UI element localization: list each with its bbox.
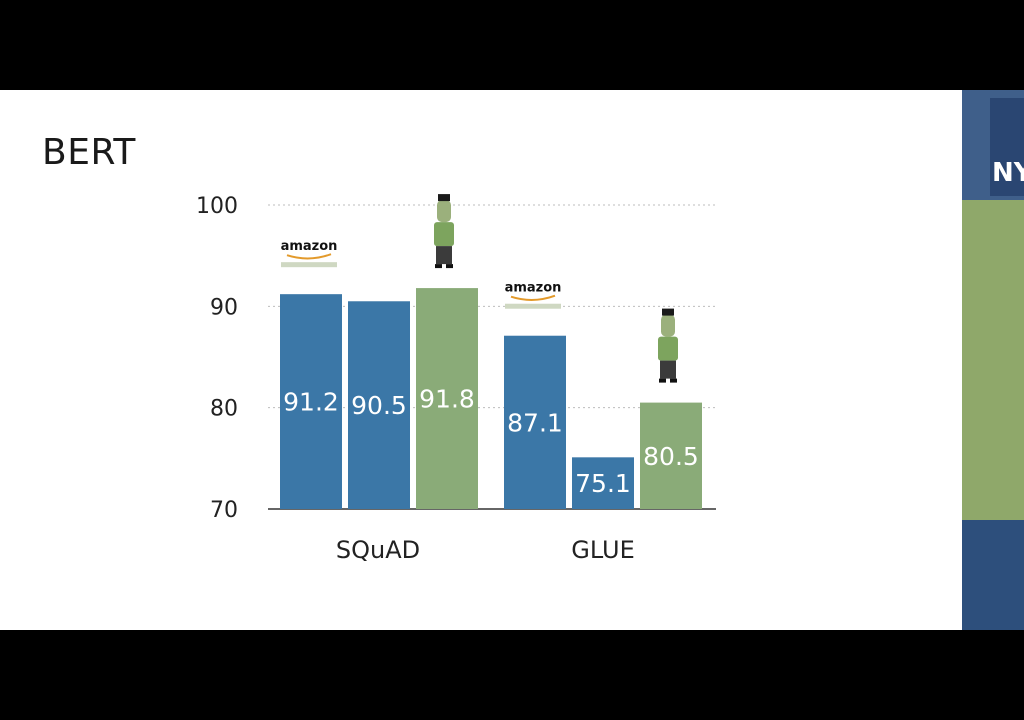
slide-background <box>0 90 962 630</box>
bar <box>416 288 478 509</box>
x-category-label: GLUE <box>571 536 635 564</box>
data-label: 91.8 <box>419 385 475 414</box>
bert-head-icon <box>661 314 675 337</box>
data-label: 87.1 <box>507 408 563 437</box>
speaker-video-frame <box>962 200 1024 520</box>
x-axis-categories: SQuAD GLUE <box>336 536 635 564</box>
bars <box>280 288 702 509</box>
bert-hair-icon <box>662 308 674 316</box>
amazon-smile-icon <box>510 294 556 301</box>
bert-shoe-icon <box>446 264 453 269</box>
bert-character-icon <box>434 194 454 269</box>
bert-shoe-icon <box>435 264 442 269</box>
bert-body-icon <box>434 222 454 247</box>
data-labels: 91.2 90.5 91.8 87.1 75.1 80.5 <box>283 385 699 499</box>
bert-head-icon <box>437 200 451 223</box>
y-tick-label: 90 <box>210 295 238 320</box>
amazon-logo-icon: amazon <box>505 281 562 309</box>
data-label: 90.5 <box>351 391 407 420</box>
bert-legs-icon <box>660 360 676 379</box>
bert-body-icon <box>658 336 678 361</box>
x-category-label: SQuAD <box>336 536 420 564</box>
amazon-logo-text: amazon <box>505 281 562 296</box>
y-tick-label: 80 <box>210 397 238 422</box>
amazon-subtext-icon <box>505 303 561 309</box>
nyu-logo-text: NY <box>992 158 1024 188</box>
bar <box>280 294 342 509</box>
bert-character-icon <box>658 308 678 383</box>
slide-title: BERT <box>42 132 136 173</box>
bert-shoe-icon <box>659 378 666 383</box>
amazon-subtext-icon <box>281 262 337 268</box>
bert-shoe-icon <box>670 378 677 383</box>
data-label: 75.1 <box>575 469 631 498</box>
data-label: 80.5 <box>643 442 699 471</box>
bert-legs-icon <box>436 246 452 265</box>
bar <box>572 457 634 509</box>
bert-hair-icon <box>438 194 450 202</box>
bar <box>504 335 566 509</box>
speaker-video-lower <box>962 520 1024 630</box>
y-tick-label: 70 <box>210 498 238 523</box>
amazon-smile-icon <box>286 253 332 260</box>
data-label: 91.2 <box>283 388 339 417</box>
nyu-logo-icon <box>990 98 1024 196</box>
bar <box>348 301 410 509</box>
bar <box>640 402 702 509</box>
y-axis-ticks: 70 80 90 100 <box>196 194 238 523</box>
amazon-logo-text: amazon <box>281 239 338 254</box>
y-tick-label: 100 <box>196 194 238 219</box>
amazon-logo-icon: amazon <box>281 239 338 268</box>
bar-badges: amazon amazon <box>281 194 678 383</box>
